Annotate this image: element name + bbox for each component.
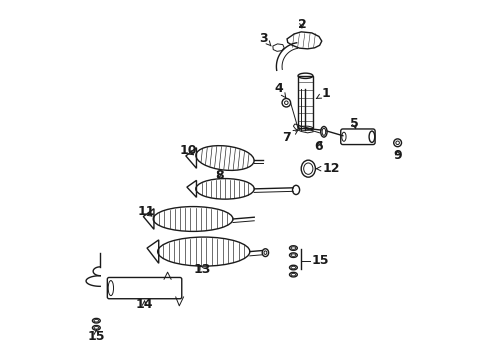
Bar: [297, 76, 312, 128]
Text: 2: 2: [297, 18, 305, 31]
Text: 12: 12: [316, 162, 339, 175]
Text: 1: 1: [316, 87, 330, 100]
Text: 3: 3: [259, 32, 270, 46]
Text: 11: 11: [137, 206, 154, 219]
Text: 14: 14: [136, 298, 153, 311]
Text: 15: 15: [311, 254, 329, 267]
Text: 13: 13: [193, 263, 210, 276]
Text: 10: 10: [179, 144, 196, 157]
Text: 4: 4: [274, 82, 285, 98]
Text: 8: 8: [215, 169, 224, 182]
Text: 6: 6: [314, 140, 323, 153]
Text: 9: 9: [392, 149, 401, 162]
Text: 5: 5: [349, 117, 358, 130]
Text: 15: 15: [87, 330, 105, 343]
Text: 7: 7: [282, 130, 297, 144]
